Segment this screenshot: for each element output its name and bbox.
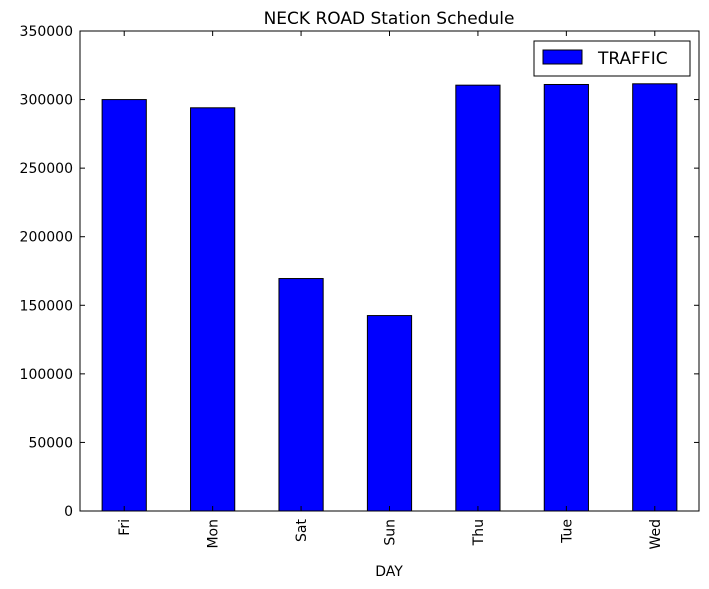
- bar-thu: [455, 84, 501, 512]
- chart-title: NECK ROAD Station Schedule: [264, 9, 515, 29]
- x-tick-label-wed: Wed: [648, 519, 664, 550]
- bars-group: [101, 83, 678, 512]
- y-tick-label: 50000: [28, 435, 73, 451]
- x-tick-label-thu: Thu: [471, 519, 487, 546]
- y-tick-label: 250000: [20, 161, 73, 177]
- x-tick-label-sun: Sun: [383, 519, 399, 546]
- bar-sat: [278, 278, 324, 512]
- bar-fri: [101, 99, 147, 512]
- bar-wed: [632, 83, 678, 512]
- x-axis: Fri Mon Sat Sun Thu Tue Wed: [117, 31, 664, 550]
- x-tick-label-tue: Tue: [559, 519, 575, 544]
- x-tick-label-fri: Fri: [117, 519, 133, 536]
- y-tick-label: 0: [64, 504, 73, 520]
- legend-swatch-traffic: [542, 49, 583, 65]
- x-tick-label-mon: Mon: [206, 519, 222, 549]
- y-tick-label: 200000: [20, 230, 73, 246]
- bar-tue: [543, 83, 589, 512]
- y-tick-label: 350000: [20, 24, 73, 40]
- bar-mon: [190, 107, 236, 512]
- y-tick-label: 150000: [20, 298, 73, 314]
- bar-sun: [366, 315, 413, 512]
- legend-label-traffic: TRAFFIC: [597, 49, 668, 69]
- x-axis-title: DAY: [375, 564, 403, 580]
- x-tick-label-sat: Sat: [294, 519, 310, 542]
- legend: TRAFFIC: [533, 40, 691, 77]
- y-tick-label: 100000: [20, 367, 73, 383]
- y-axis: 0 50000 100000 150000 200000 250000 300000 3500…: [20, 24, 699, 520]
- y-tick-label: 300000: [20, 93, 73, 109]
